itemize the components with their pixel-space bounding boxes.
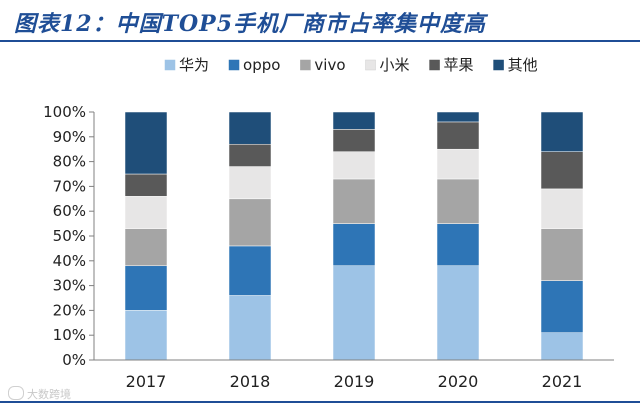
- bars: [124, 111, 584, 361]
- y-tick-label: 70%: [53, 177, 86, 195]
- bar-segment-2021-oppo: [540, 280, 584, 333]
- legend-label: 其他: [508, 56, 538, 74]
- legend-label: 华为: [179, 56, 209, 74]
- bar-segment-2018-华为: [228, 295, 272, 361]
- x-tick-label: 2021: [542, 372, 583, 391]
- chart-title: 图表12：中国TOP5手机厂商市占率集中度高: [14, 11, 487, 37]
- bar-segment-2019-vivo: [332, 178, 376, 224]
- legend-swatch-oppo: [228, 59, 240, 71]
- bottom-rule: [0, 401, 640, 403]
- y-tick-label: 100%: [43, 103, 86, 121]
- bar-segment-2019-苹果: [332, 129, 376, 152]
- bar-segment-2018-vivo: [228, 198, 272, 247]
- legend-swatch-华为: [164, 59, 176, 71]
- watermark-logo-icon: [8, 386, 24, 400]
- bar-segment-2019-华为: [332, 265, 376, 361]
- bar-segment-2017-vivo: [124, 228, 168, 267]
- legend-swatch-vivo: [300, 59, 311, 71]
- y-tick-label: 10%: [53, 326, 86, 344]
- bar-segment-2020-苹果: [436, 121, 480, 150]
- bar-segment-2018-苹果: [228, 143, 272, 167]
- bar-segment-2017-小米: [124, 196, 168, 229]
- legend: 华为 oppo vivo 小米 苹果 其他: [164, 56, 538, 74]
- legend-swatch-苹果: [429, 59, 440, 71]
- y-axis: 0% 10% 20% 30% 40% 50% 60% 70% 80% 90% 100%: [43, 103, 95, 369]
- x-tick-label: 2018: [230, 372, 271, 391]
- x-tick-label: 2020: [438, 372, 479, 391]
- bar-segment-2019-小米: [332, 151, 376, 180]
- y-tick-label: 60%: [53, 202, 86, 220]
- legend-label: 小米: [380, 56, 410, 74]
- y-tick-label: 0%: [62, 351, 86, 369]
- y-tick-label: 50%: [53, 227, 86, 245]
- y-tick-label: 40%: [53, 252, 86, 270]
- legend-label: 苹果: [444, 56, 474, 74]
- bar-segment-2020-小米: [436, 148, 480, 180]
- bar-segment-2021-其他: [540, 111, 584, 152]
- watermark-text: 大数跨境: [27, 388, 71, 401]
- x-axis: 2017 2018 2019 2020 2021: [94, 359, 614, 391]
- bar-segment-2021-苹果: [540, 151, 584, 190]
- bar-segment-2018-oppo: [228, 245, 272, 296]
- bar-segment-2020-oppo: [436, 223, 480, 267]
- bar-segment-2017-苹果: [124, 173, 168, 197]
- x-tick-label: 2017: [126, 372, 167, 391]
- bar-segment-2021-vivo: [540, 228, 584, 281]
- bar-segment-2021-华为: [540, 332, 584, 361]
- y-tick-label: 20%: [53, 301, 86, 319]
- y-tick-label: 90%: [53, 128, 86, 146]
- x-tick-label: 2019: [334, 372, 375, 391]
- legend-label: oppo: [243, 56, 280, 74]
- y-tick-label: 80%: [53, 153, 86, 171]
- bar-segment-2017-其他: [124, 111, 168, 175]
- bar-segment-2020-vivo: [436, 178, 480, 224]
- bar-segment-2018-小米: [228, 166, 272, 200]
- title-rule: [0, 40, 640, 42]
- legend-swatch-其他: [493, 59, 504, 71]
- bar-segment-2020-其他: [436, 111, 480, 123]
- bar-segment-2021-小米: [540, 188, 584, 229]
- legend-swatch-小米: [365, 59, 376, 71]
- bar-segment-2020-华为: [436, 265, 480, 361]
- bar-segment-2017-oppo: [124, 265, 168, 311]
- bar-segment-2017-华为: [124, 310, 168, 361]
- bar-segment-2019-其他: [332, 111, 376, 130]
- legend-label: vivo: [314, 56, 345, 74]
- bar-segment-2019-oppo: [332, 223, 376, 267]
- y-tick-label: 30%: [53, 277, 86, 295]
- watermark: 大数跨境: [8, 386, 71, 402]
- bar-segment-2018-其他: [228, 111, 272, 145]
